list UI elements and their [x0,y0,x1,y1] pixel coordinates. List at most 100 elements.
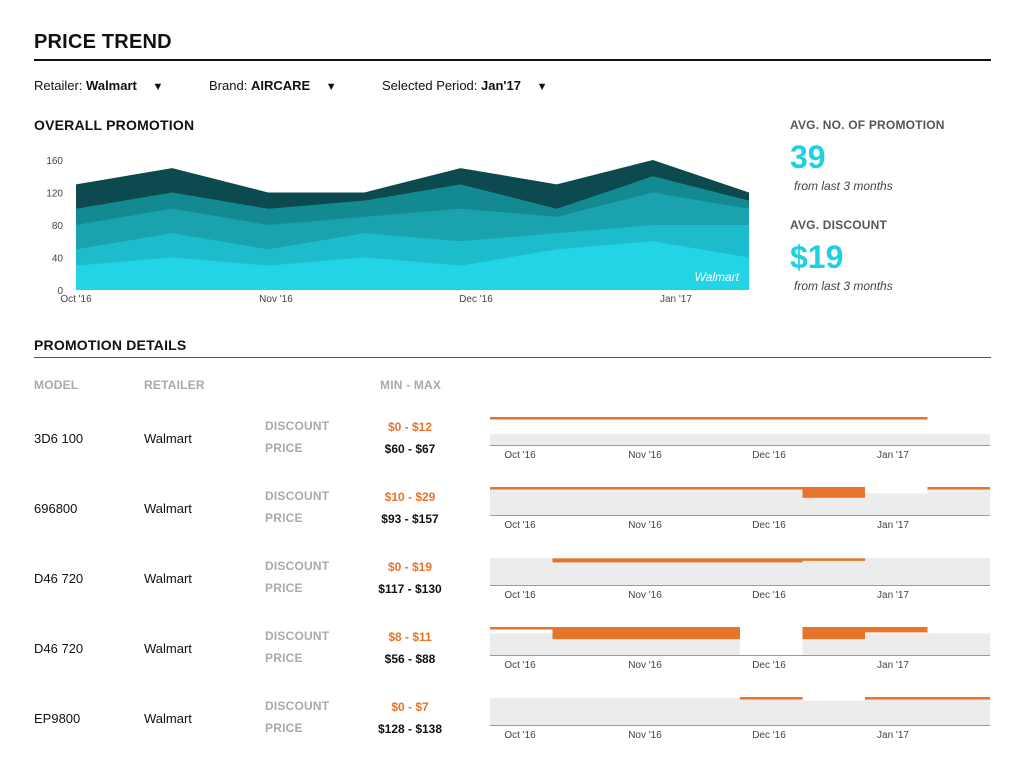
y-tick-label: 80 [52,221,64,232]
discount-segment [677,487,740,490]
discount-segment [740,487,803,490]
price-band-segment [615,558,678,585]
discount-segment [865,627,928,633]
price-band-segment [552,558,615,585]
model-cell: D46 720 [34,641,84,656]
retailer-cell: Walmart [144,431,192,446]
overall-promotion-title: OVERALL PROMOTION [34,117,195,133]
price-label: PRICE [265,581,303,595]
price-range: $56 - $88 [384,652,436,666]
y-tick-label: 160 [46,156,63,167]
timeline-month-label: Nov '16 [628,730,662,741]
discount-range: $0 - $19 [387,560,433,574]
avg-discount-value: $19 [790,239,844,275]
column-header-model: MODEL [34,378,79,392]
price-range: $128 - $138 [377,722,443,736]
discount-segment [802,487,865,498]
price-label: PRICE [265,441,303,455]
avg-promotion-note: from last 3 months [794,179,893,193]
discount-segment [677,627,740,640]
page-title: PRICE TREND [34,31,172,53]
discount-segment [490,627,553,630]
discount-label: DISCOUNT [265,699,330,713]
timeline-month-label: Jan '17 [877,660,909,671]
timeline-month-label: Dec '16 [752,730,786,741]
timeline-month-label: Oct '16 [504,590,536,601]
timeline-month-label: Nov '16 [628,590,662,601]
price-band-segment [490,558,553,585]
price-band-segment [740,488,803,515]
timeline-month-label: Jan '17 [877,590,909,601]
price-band-segment [677,434,740,445]
discount-segment [802,417,865,420]
y-tick-label: 0 [57,286,63,297]
model-cell: 3D6 100 [34,431,84,446]
price-band-segment [615,434,678,445]
table-row[interactable]: 3D6 100 Walmart DISCOUNT PRICE $0 - $12 $60 -… [0,408,1024,478]
price-label: PRICE [265,511,303,525]
table-row[interactable]: D46 720 Walmart DISCOUNT PRICE $0 - $19 $117 … [0,548,1024,618]
discount-range: $8 - $11 [388,630,432,644]
discount-segment [552,487,615,490]
discount-segment [865,697,928,700]
period-filter-label: Selected Period: [382,78,478,93]
price-band-segment [865,698,928,725]
discount-segment [615,558,678,563]
x-tick-label: Dec '16 [459,294,493,305]
retailer-cell: Walmart [144,711,192,726]
model-cell: D46 720 [34,571,84,586]
timeline-month-label: Dec '16 [752,660,786,671]
price-band-segment [490,698,553,725]
chevron-down-icon[interactable]: ▼ [152,81,164,93]
price-band-segment [865,558,928,585]
discount-segment [615,627,678,640]
retailer-cell: Walmart [144,641,192,656]
price-band-segment [927,698,990,725]
discount-label: DISCOUNT [265,489,330,503]
timeline-month-label: Dec '16 [752,450,786,461]
price-band-segment [865,434,928,445]
price-band-segment [552,488,615,515]
discount-segment [615,417,678,420]
promotion-timeline: Oct '16 Nov '16 Dec '16 Jan '17 [490,627,990,671]
brand-filter-label: Brand: [209,78,248,93]
brand-filter[interactable]: Brand: AIRCARE ▼ [209,78,337,93]
avg-discount-note: from last 3 months [794,279,893,293]
price-band-segment [927,558,990,585]
price-band-segment [552,698,615,725]
discount-segment [552,558,615,563]
chart-annotation: Walmart [695,270,740,284]
discount-segment [927,487,990,490]
timeline-month-label: Oct '16 [504,730,536,741]
area-series-1 [76,241,749,290]
timeline-month-label: Nov '16 [628,450,662,461]
table-row[interactable]: 696800 Walmart DISCOUNT PRICE $10 - $29 $93 -… [0,478,1024,548]
column-header-retailer: RETAILER [144,378,205,392]
discount-label: DISCOUNT [265,419,330,433]
discount-label: DISCOUNT [265,559,330,573]
chevron-down-icon[interactable]: ▼ [325,81,337,93]
price-band-segment [740,434,803,445]
period-filter[interactable]: Selected Period: Jan'17 ▼ [382,78,548,93]
price-band-segment [802,434,865,445]
price-band-segment [615,698,678,725]
discount-label: DISCOUNT [265,629,330,643]
price-range: $117 - $130 [378,582,442,596]
price-band-segment [740,698,803,725]
price-band-segment [677,488,740,515]
price-range: $93 - $157 [381,512,439,526]
details-divider [34,357,991,358]
discount-segment [490,487,553,490]
timeline-month-label: Nov '16 [628,520,662,531]
timeline-month-label: Dec '16 [752,520,786,531]
price-band-segment [677,558,740,585]
price-band-segment [490,434,553,445]
price-band-segment [677,698,740,725]
retailer-filter[interactable]: Retailer: Walmart ▼ [34,78,163,93]
price-band-segment [490,488,553,515]
promotion-timeline: Oct '16 Nov '16 Dec '16 Jan '17 [490,487,990,531]
table-row[interactable]: D46 720 Walmart DISCOUNT PRICE $8 - $11 $56 -… [0,618,1024,688]
chevron-down-icon[interactable]: ▼ [536,81,548,93]
table-row[interactable]: EP9800 Walmart DISCOUNT PRICE $0 - $7 $128 - … [0,688,1024,758]
price-band-segment [927,434,990,445]
